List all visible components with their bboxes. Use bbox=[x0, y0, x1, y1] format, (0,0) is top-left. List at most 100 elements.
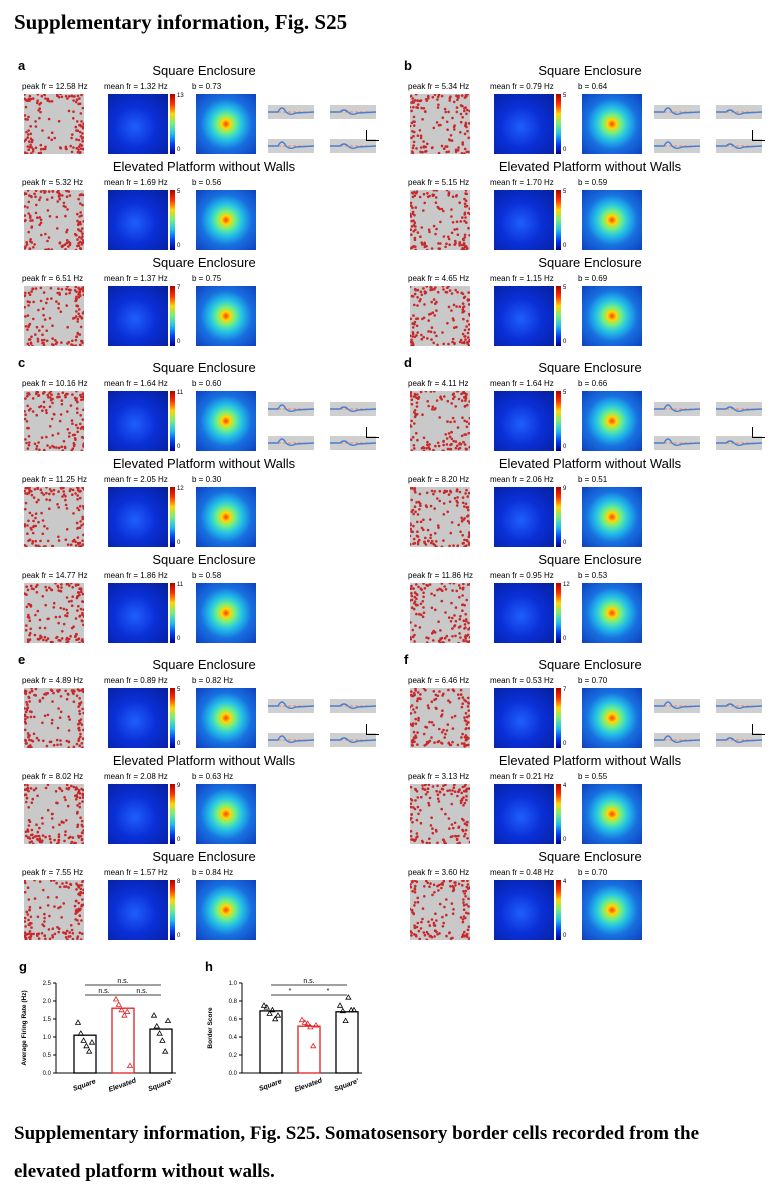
peak-stat: peak fr = 6.51 Hz bbox=[22, 274, 83, 283]
scale-bar-icon bbox=[752, 427, 765, 438]
y-tick-label: 1.5 bbox=[43, 1017, 52, 1023]
b-stat: b = 0.56 bbox=[192, 178, 221, 187]
autocorrelogram bbox=[582, 391, 642, 451]
figure-caption: Supplementary information, Fig. S25. Som… bbox=[14, 1115, 766, 1191]
y-tick-label: 1.0 bbox=[43, 1035, 52, 1041]
b-stat: b = 0.58 bbox=[192, 571, 221, 580]
colorbar-min: 0 bbox=[177, 540, 180, 546]
colorbar-min: 0 bbox=[563, 444, 566, 450]
colorbar-min: 0 bbox=[177, 243, 180, 249]
significance-label: n.s. bbox=[136, 988, 147, 995]
colorbar-min: 0 bbox=[177, 444, 180, 450]
category-label: Square bbox=[72, 1078, 97, 1093]
peak-stat: peak fr = 8.02 Hz bbox=[22, 772, 83, 781]
trajectory-spike-map bbox=[410, 487, 470, 547]
trajectory-spike-map bbox=[410, 94, 470, 154]
firing-rate-map bbox=[494, 94, 554, 154]
peak-stat: peak fr = 3.60 Hz bbox=[408, 868, 469, 877]
mean-stat: mean fr = 0.53 Hz bbox=[490, 676, 554, 685]
spike-waveform bbox=[716, 694, 762, 718]
trajectory-spike-map bbox=[410, 784, 470, 844]
spike-waveform bbox=[330, 694, 376, 718]
autocorrelogram bbox=[582, 190, 642, 250]
colorbar-min: 0 bbox=[177, 933, 180, 939]
trajectory-spike-map bbox=[410, 880, 470, 940]
colorbar bbox=[556, 688, 561, 748]
y-tick-label: 0.8 bbox=[229, 999, 238, 1005]
trajectory-spike-map bbox=[24, 583, 84, 643]
condition-title: Square Enclosure bbox=[14, 552, 394, 567]
autocorrelogram bbox=[196, 487, 256, 547]
mean-stat: mean fr = 1.86 Hz bbox=[104, 571, 168, 580]
condition-title: Elevated Platform without Walls bbox=[14, 753, 394, 768]
autocorrelogram bbox=[582, 784, 642, 844]
data-point bbox=[152, 1013, 157, 1017]
firing-rate-map bbox=[494, 688, 554, 748]
colorbar bbox=[170, 583, 175, 643]
autocorrelogram bbox=[196, 880, 256, 940]
category-label: Square bbox=[258, 1078, 283, 1093]
spike-waveform bbox=[268, 728, 314, 752]
colorbar-max: 11 bbox=[177, 390, 183, 396]
colorbar-max: 5 bbox=[177, 189, 180, 195]
condition-title: Square Enclosure bbox=[14, 849, 394, 864]
spike-waveform bbox=[716, 397, 762, 421]
data-point bbox=[338, 1003, 343, 1007]
colorbar-max: 5 bbox=[563, 390, 566, 396]
scale-bar-icon bbox=[752, 724, 765, 735]
b-stat: b = 0.64 bbox=[578, 82, 607, 91]
colorbar-min: 0 bbox=[563, 636, 566, 642]
condition-title: Square Enclosure bbox=[400, 255, 777, 270]
spike-waveform bbox=[654, 431, 700, 455]
significance-label: n.s. bbox=[98, 988, 109, 995]
b-stat: b = 0.55 bbox=[578, 772, 607, 781]
colorbar bbox=[170, 487, 175, 547]
panel-label-g: g bbox=[19, 959, 27, 974]
data-point bbox=[116, 1002, 121, 1006]
autocorrelogram bbox=[582, 487, 642, 547]
trajectory-spike-map bbox=[410, 190, 470, 250]
spike-waveform bbox=[268, 134, 314, 158]
trajectory-spike-map bbox=[24, 688, 84, 748]
b-stat: b = 0.53 bbox=[578, 571, 607, 580]
b-stat: b = 0.51 bbox=[578, 475, 607, 484]
colorbar-min: 0 bbox=[563, 540, 566, 546]
trajectory-spike-map bbox=[24, 190, 84, 250]
y-tick-label: 0.2 bbox=[229, 1053, 238, 1059]
condition-title: Square Enclosure bbox=[400, 849, 777, 864]
colorbar-min: 0 bbox=[177, 741, 180, 747]
significance-label: * bbox=[327, 988, 330, 995]
scale-bar-icon bbox=[366, 724, 379, 735]
data-point bbox=[300, 1017, 305, 1021]
autocorrelogram bbox=[196, 688, 256, 748]
colorbar bbox=[556, 94, 561, 154]
bar bbox=[150, 1029, 172, 1073]
peak-stat: peak fr = 11.25 Hz bbox=[22, 475, 87, 484]
spike-waveform bbox=[268, 431, 314, 455]
category-label: Elevated bbox=[294, 1077, 324, 1094]
peak-stat: peak fr = 11.86 Hz bbox=[408, 571, 473, 580]
colorbar bbox=[170, 286, 175, 346]
colorbar-min: 0 bbox=[177, 837, 180, 843]
condition-title: Elevated Platform without Walls bbox=[400, 753, 777, 768]
colorbar-max: 5 bbox=[563, 285, 566, 291]
autocorrelogram bbox=[196, 190, 256, 250]
colorbar bbox=[556, 190, 561, 250]
panel-f: f Square Enclosure peak fr = 6.46 Hz mean f… bbox=[400, 652, 777, 942]
peak-stat: peak fr = 14.77 Hz bbox=[22, 571, 88, 580]
peak-stat: peak fr = 6.46 Hz bbox=[408, 676, 469, 685]
colorbar-max: 5 bbox=[563, 189, 566, 195]
firing-rate-map bbox=[494, 880, 554, 940]
colorbar-max: 8 bbox=[177, 879, 180, 885]
autocorrelogram bbox=[196, 94, 256, 154]
spike-waveform bbox=[330, 100, 376, 124]
trajectory-spike-map bbox=[24, 880, 84, 940]
panel-d: d Square Enclosure peak fr = 4.11 Hz mean f… bbox=[400, 355, 777, 645]
mean-stat: mean fr = 2.08 Hz bbox=[104, 772, 168, 781]
mean-stat: mean fr = 2.06 Hz bbox=[490, 475, 554, 484]
firing-rate-map bbox=[108, 487, 168, 547]
peak-stat: peak fr = 3.13 Hz bbox=[408, 772, 469, 781]
colorbar bbox=[556, 784, 561, 844]
colorbar bbox=[556, 391, 561, 451]
trajectory-spike-map bbox=[410, 688, 470, 748]
